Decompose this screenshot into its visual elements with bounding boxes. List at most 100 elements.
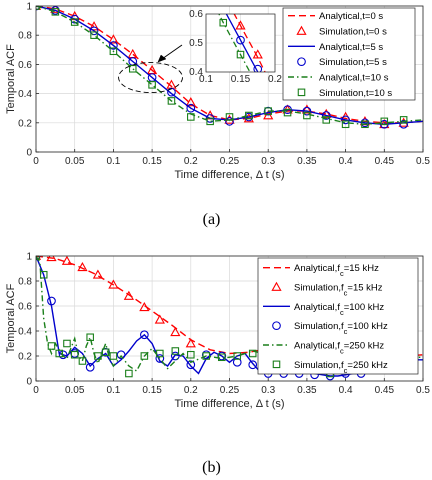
- data-point: [88, 21, 100, 31]
- data-point: [399, 119, 409, 129]
- x-tick-label: 0.35: [297, 385, 317, 396]
- data-point: [86, 333, 94, 342]
- y-tick-label: 0: [26, 148, 32, 159]
- plot-area: [36, 6, 423, 129]
- inset-x-tick-label: 0.2: [268, 74, 282, 85]
- inset-data-point: [289, 124, 295, 130]
- x-tick-label: 0.2: [184, 156, 198, 167]
- inset-x-tick-label: 0.1: [199, 74, 213, 85]
- inset-data-point: [340, 103, 348, 111]
- legend-label: Analytical,t=10 s: [319, 73, 389, 84]
- inset-plot: [218, 14, 432, 131]
- x-axis-label: Time difference, Δ t (s): [174, 169, 284, 181]
- inset-data-point: [358, 106, 364, 112]
- series-line-0: [36, 256, 423, 357]
- y-tick-label: 0.2: [18, 352, 32, 363]
- data-point: [108, 34, 119, 44]
- data-point: [89, 26, 99, 36]
- data-point: [55, 349, 64, 358]
- data-point: [217, 353, 226, 362]
- data-point: [225, 116, 234, 126]
- data-point: [321, 111, 331, 120]
- legend-label: Simulation,t=0 s: [319, 27, 387, 38]
- legend-swatch-marker: [297, 57, 306, 67]
- inset-data-point: [426, 123, 432, 131]
- y-tick-label: 0.8: [18, 31, 32, 42]
- data-point: [63, 339, 71, 348]
- data-point: [140, 330, 149, 340]
- data-point: [154, 314, 165, 324]
- x-tick-label: 0: [33, 385, 39, 396]
- data-point: [155, 354, 165, 363]
- data-point: [380, 117, 389, 126]
- inset-y-tick-label: 0.4: [189, 67, 203, 78]
- legend-label: Analytical,fc=100 kHz: [294, 302, 384, 317]
- data-point: [321, 108, 332, 118]
- data-point: [61, 256, 73, 265]
- legend-box: [257, 257, 419, 375]
- inset-data-point: [374, 100, 382, 108]
- x-tick-label: 0.05: [65, 156, 85, 167]
- chart-b: 0 0.05 0.1 0.15 0.2 0.25 0.3 0.35 0.4 0.45 0.5 0 0.2…: [5, 252, 430, 477]
- data-point: [77, 261, 88, 272]
- data-point: [248, 349, 257, 358]
- legend-label: Analytical,fc=15 kHz: [294, 263, 379, 278]
- data-point: [361, 120, 369, 129]
- data-point: [263, 110, 274, 120]
- y-axis-label: Temporal ACF: [5, 44, 17, 114]
- legend-label: Analytical,t=5 s: [319, 42, 383, 53]
- data-point: [108, 279, 119, 289]
- data-point: [46, 256, 57, 262]
- inset-data-point: [271, 97, 279, 105]
- inset-y-tick-label: 0.6: [189, 9, 203, 20]
- inset-x-tick-label: 0.15: [231, 74, 251, 85]
- data-point: [217, 351, 227, 361]
- legend-swatch-marker: [271, 281, 282, 291]
- data-point: [341, 120, 350, 129]
- series-line-0: [36, 6, 423, 124]
- legend-label: Simulation,fc=15 kHz: [294, 283, 383, 298]
- y-tick-label: 0.6: [18, 302, 32, 313]
- x-tick-label: 0.15: [142, 385, 162, 396]
- data-point: [302, 106, 312, 116]
- data-point: [109, 47, 118, 56]
- y-tick-label: 1: [26, 2, 32, 13]
- inset-data-point: [341, 104, 347, 110]
- data-point: [187, 113, 195, 121]
- x-tick-label: 0.25: [220, 385, 240, 396]
- x-tick-label: 0.45: [375, 385, 395, 396]
- legend-swatch-marker: [297, 88, 306, 97]
- data-point: [205, 114, 215, 123]
- data-point: [248, 360, 258, 370]
- data-point: [360, 118, 370, 128]
- zoom-arrow-shaft: [161, 44, 183, 60]
- data-point: [58, 350, 68, 360]
- subfigure-caption: (b): [202, 459, 221, 476]
- data-point: [283, 108, 292, 117]
- x-tick-label: 0.5: [416, 156, 430, 167]
- data-point: [225, 113, 234, 121]
- data-point: [379, 119, 389, 129]
- data-point: [101, 348, 110, 357]
- data-point: [116, 350, 126, 360]
- data-point: [186, 103, 196, 113]
- data-point: [264, 107, 272, 115]
- inset-data-point: [236, 35, 245, 45]
- data-point: [51, 8, 60, 16]
- y-tick-label: 0.4: [18, 89, 32, 100]
- legend-label: Analytical,fc=250 kHz: [294, 341, 384, 356]
- inset-data-point: [235, 20, 246, 30]
- data-point: [47, 296, 56, 306]
- legend-swatch-marker: [272, 321, 281, 331]
- inset-y-tick-label: 0.5: [189, 38, 203, 49]
- data-point: [170, 326, 181, 337]
- data-point: [202, 352, 211, 360]
- inset-data-point: [392, 112, 400, 120]
- inset-data-point: [288, 118, 296, 126]
- y-tick-label: 0: [26, 377, 32, 388]
- legend-swatch-marker: [296, 25, 307, 35]
- data-point: [201, 350, 211, 360]
- data-point: [92, 269, 104, 279]
- y-axis-label: Temporal ACF: [5, 283, 17, 353]
- data-point: [94, 352, 102, 360]
